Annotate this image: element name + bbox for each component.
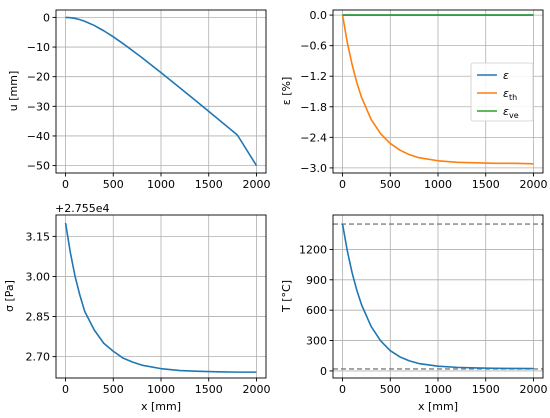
ytick-label-displacement-2: −20: [27, 71, 50, 84]
ytick-label-displacement-1: −10: [27, 41, 50, 54]
xtick-label-stress-2: 1000: [147, 383, 175, 396]
ylabel-stress: σ [Pa]: [3, 280, 16, 312]
ytick-label-displacement-0: 0: [43, 11, 50, 24]
xtick-label-displacement-4: 2000: [242, 178, 270, 191]
xtick-label-temperature-2: 1000: [424, 383, 452, 396]
ytick-label-strain-2: −1.2: [300, 70, 327, 83]
panel-strain: ε [%] 0 500 1000 1500 2000 0.0 −0.6 −1.2 −1.8 −2.…: [280, 9, 547, 191]
series-line-displacement-0: [65, 16, 258, 167]
panel-temperature: T [°C] x [mm] 0 500 1000 1500 2000 0 300 600 900…: [280, 214, 547, 413]
xtick-label-displacement-0: 0: [62, 178, 69, 191]
ytick-label-stress-2: 3.00: [26, 270, 51, 283]
ytick-label-stress-0: 2.70: [26, 351, 51, 364]
xtick-label-strain-0: 0: [339, 178, 346, 191]
ytick-label-temperature-4: 1200: [299, 243, 327, 256]
xtick-label-displacement-2: 1000: [147, 178, 175, 191]
ytick-label-strain-5: −3.0: [300, 162, 327, 175]
legend-label-epsilon-th: εth: [503, 87, 517, 102]
plot-layer-stress: 0 500 1000 1500 2000 2.70 2.85 3.00 3.15: [26, 214, 270, 396]
legend-box: [470, 62, 534, 122]
ytick-label-strain-3: −1.8: [300, 101, 327, 114]
xlabel-stress: x [mm]: [141, 400, 181, 413]
xtick-label-stress-3: 1500: [195, 383, 223, 396]
ytick-label-displacement-3: −30: [27, 100, 50, 113]
series-line-temperature-0: [341, 223, 534, 370]
panel-stress: σ [Pa] x [mm] +2.755e4 0 500 1000 1500 2000 2…: [3, 202, 270, 413]
xtick-label-stress-0: 0: [62, 383, 69, 396]
xtick-label-stress-4: 2000: [242, 383, 270, 396]
ytick-label-strain-1: −0.6: [300, 40, 327, 53]
plot-layer-displacement: 0 500 1000 1500 2000 0 −10 −20 −30 −40 −50: [27, 9, 270, 191]
ytick-label-temperature-1: 300: [306, 335, 327, 348]
xtick-label-stress-1: 500: [103, 383, 124, 396]
ylabel-temperature: T [°C]: [280, 280, 293, 313]
series-line-strain-1: [341, 14, 534, 165]
xtick-label-strain-4: 2000: [519, 178, 547, 191]
ylabel-displacement: u [mm]: [7, 71, 20, 111]
xtick-label-temperature-1: 500: [380, 383, 401, 396]
offset-text-stress: +2.755e4: [55, 202, 109, 215]
plot-layer-temperature: 0 500 1000 1500 2000 0 300 600 900 1200: [299, 214, 547, 396]
ylabel-strain: ε [%]: [280, 77, 293, 105]
xtick-label-displacement-1: 500: [103, 178, 124, 191]
xtick-label-temperature-0: 0: [339, 383, 346, 396]
ytick-label-stress-1: 2.85: [26, 311, 51, 324]
ytick-label-temperature-3: 900: [306, 274, 327, 287]
xlabel-temperature: x [mm]: [418, 400, 458, 413]
xtick-label-temperature-3: 1500: [472, 383, 500, 396]
legend-label-epsilon: ε: [503, 69, 509, 82]
series-line-stress-0: [64, 222, 257, 373]
ytick-label-strain-0: 0.0: [310, 9, 328, 22]
ytick-label-displacement-4: −40: [27, 130, 50, 143]
xtick-label-displacement-3: 1500: [195, 178, 223, 191]
ytick-label-temperature-2: 600: [306, 304, 327, 317]
ytick-label-strain-4: −2.4: [300, 131, 327, 144]
ytick-label-stress-3: 3.15: [26, 230, 51, 243]
legend-strain: ε εth εve: [470, 62, 534, 122]
panel-displacement: u [mm] 0 500 1000 1500 2000 0 −10 −20 −30 −40 −50: [7, 9, 270, 191]
xtick-label-strain-2: 1000: [424, 178, 452, 191]
xtick-label-strain-1: 500: [380, 178, 401, 191]
xtick-label-strain-3: 1500: [472, 178, 500, 191]
plot-layer-strain: 0 500 1000 1500 2000 0.0 −0.6 −1.2 −1.8 −2.4 −3.0: [300, 9, 547, 191]
ytick-label-displacement-5: −50: [27, 160, 50, 173]
legend-label-epsilon-ve: εve: [503, 105, 519, 120]
ytick-label-temperature-0: 0: [320, 365, 327, 378]
xtick-label-temperature-4: 2000: [519, 383, 547, 396]
